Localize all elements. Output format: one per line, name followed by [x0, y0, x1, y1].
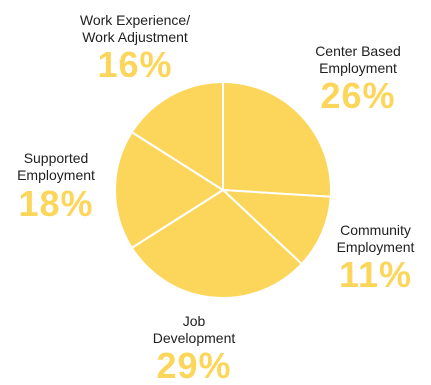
label-community-employment: Community Employment 11% [320, 222, 431, 294]
slice-name-line: Work Experience/ [79, 12, 191, 28]
slice-name-line: Supported [23, 150, 89, 166]
slice-name-line: Center Based [315, 43, 401, 59]
slice-name-line: Employment [17, 167, 95, 183]
slice-name-line: Work Adjustment [82, 29, 188, 45]
label-work-experience: Work Experience/ Work Adjustment 16% [55, 12, 215, 84]
slice-percent: 11% [338, 254, 413, 295]
slice-percent: 26% [320, 75, 396, 116]
slice-percent: 29% [156, 345, 232, 385]
slice-community-employment [220, 188, 332, 266]
slice-name-line: Job [182, 313, 206, 329]
label-job-development: Job Development 29% [120, 313, 268, 385]
slice-center-based [222, 80, 332, 198]
slice-name-line: Community [340, 222, 411, 238]
slice-name-line: Employment [319, 60, 397, 76]
slice-work-experience [130, 80, 224, 192]
slice-percent: 18% [18, 183, 94, 224]
slice-name-line: Development [152, 330, 236, 346]
slice-name-line: Employment [336, 239, 415, 255]
label-supported-employment: Supported Employment 18% [0, 150, 112, 223]
label-center-based: Center Based Employment 26% [288, 43, 428, 115]
slice-job-development [130, 188, 304, 299]
slice-percent: 16% [97, 44, 173, 85]
slice-supported-employment [114, 130, 225, 250]
